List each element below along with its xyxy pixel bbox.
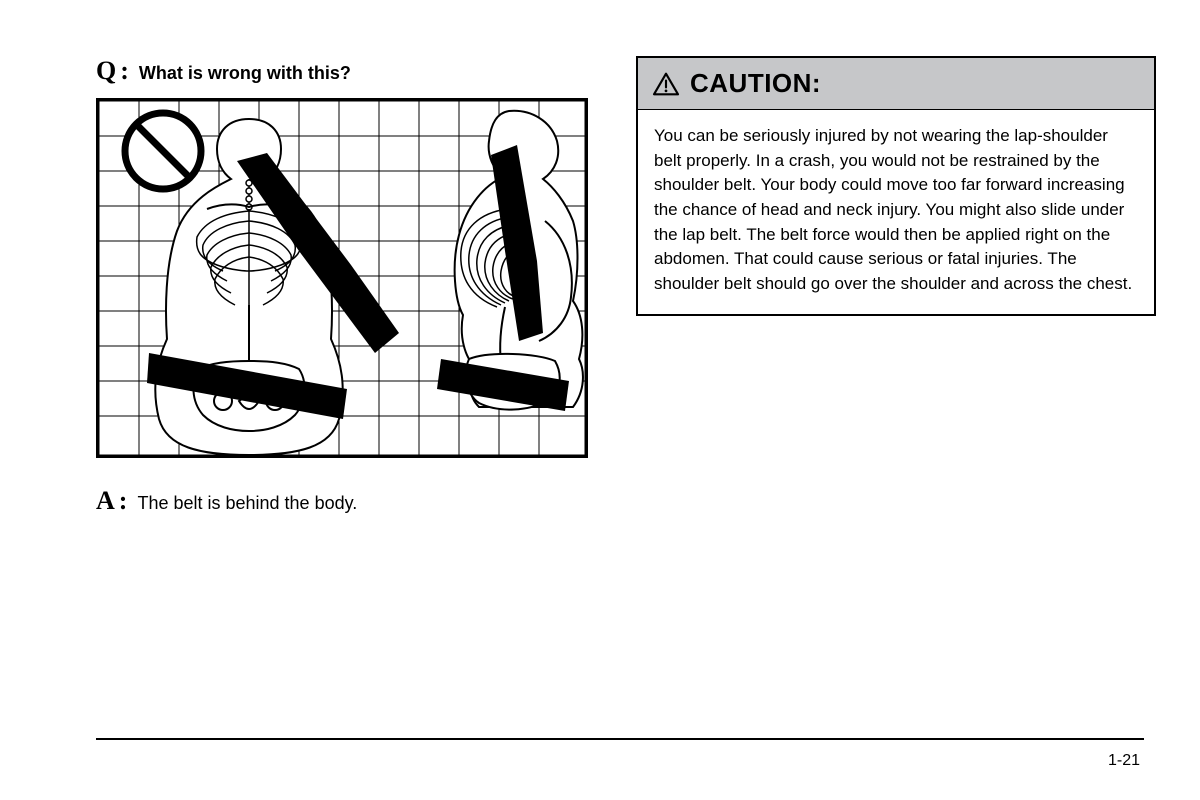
caution-body: You can be seriously injured by not wear… (638, 110, 1154, 314)
warning-triangle-icon (652, 72, 680, 96)
illustration-frame (96, 98, 588, 458)
question-text: What is wrong with this? (139, 63, 351, 84)
caution-box: CAUTION: You can be seriously injured by… (636, 56, 1156, 316)
page-rule (96, 738, 1144, 740)
caution-title: CAUTION: (690, 68, 821, 99)
a-prefix: A (96, 486, 115, 516)
q-colon: : (120, 56, 129, 86)
prohibit-icon (125, 113, 201, 189)
q-prefix: Q (96, 56, 116, 86)
left-column: Q : What is wrong with this? (96, 56, 588, 528)
a-colon: : (119, 486, 128, 516)
seatbelt-illustration (99, 101, 585, 455)
answer-text: The belt is behind the body. (137, 493, 357, 514)
question-line: Q : What is wrong with this? (96, 56, 588, 86)
caution-header: CAUTION: (638, 58, 1154, 110)
page-number: 1-21 (1108, 752, 1140, 770)
answer-line: A : The belt is behind the body. (96, 486, 588, 516)
right-column: CAUTION: You can be seriously injured by… (636, 56, 1156, 316)
